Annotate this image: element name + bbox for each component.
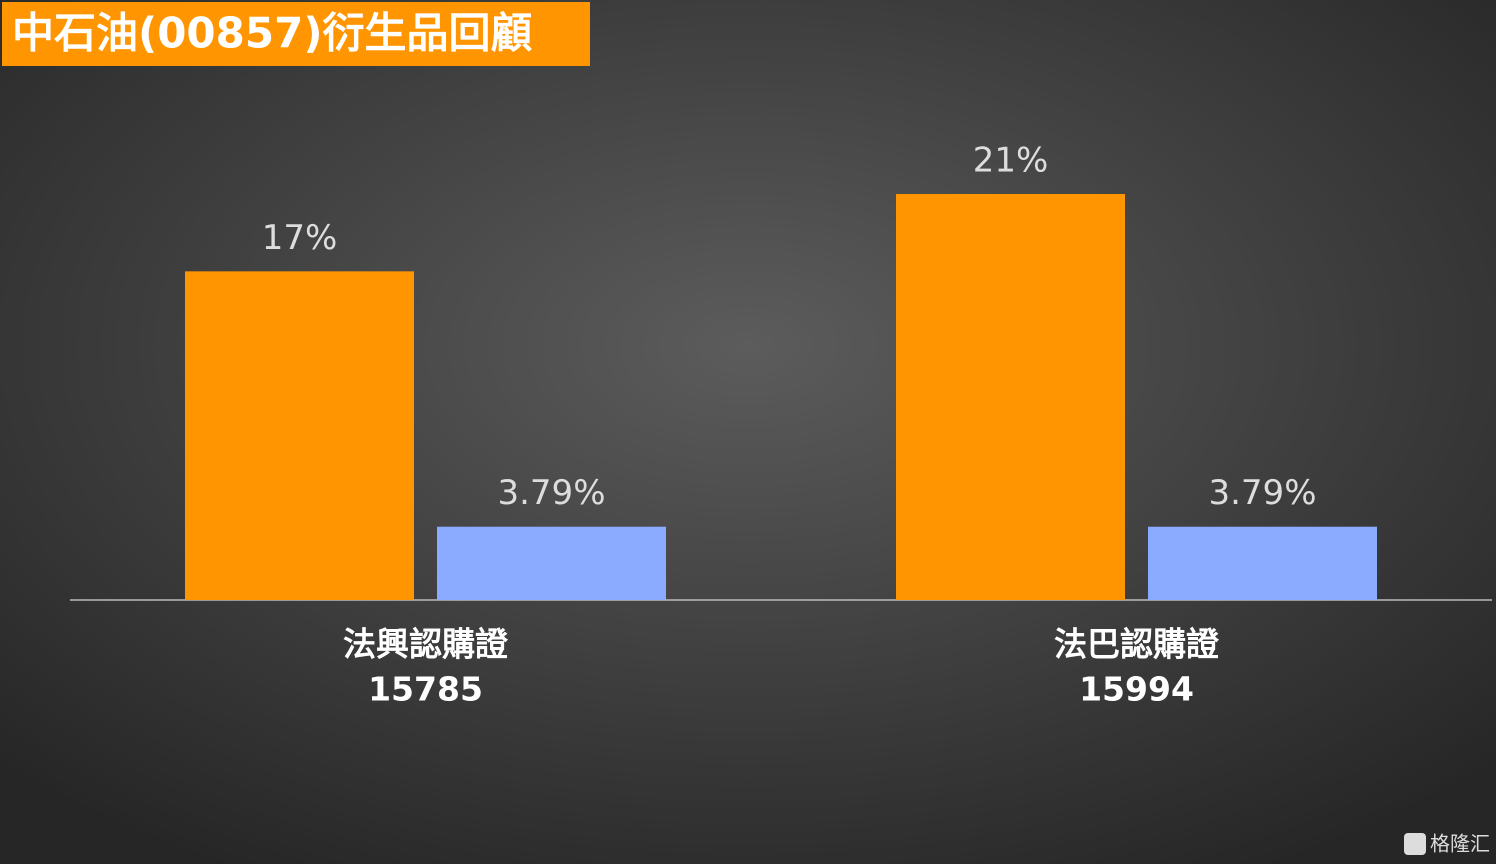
title-background [2,2,590,66]
bar [896,194,1125,600]
x-tick-label: 法興認購證 [343,625,509,664]
value-label: 21% [973,141,1049,181]
bar [185,271,414,600]
x-tick-label: 法巴認購證 [1054,625,1220,664]
chart-title: 中石油(00857)衍生品回顧 [12,9,533,58]
value-label: 3.79% [1208,473,1316,513]
watermark-icon [1404,833,1426,855]
value-label: 3.79% [497,473,605,513]
x-tick-label: 15785 [368,670,483,709]
bar [1148,526,1377,600]
value-label: 17% [262,218,338,258]
watermark: 格隆汇 [1430,832,1490,856]
x-tick-label: 15994 [1079,670,1194,709]
bar [437,526,666,600]
